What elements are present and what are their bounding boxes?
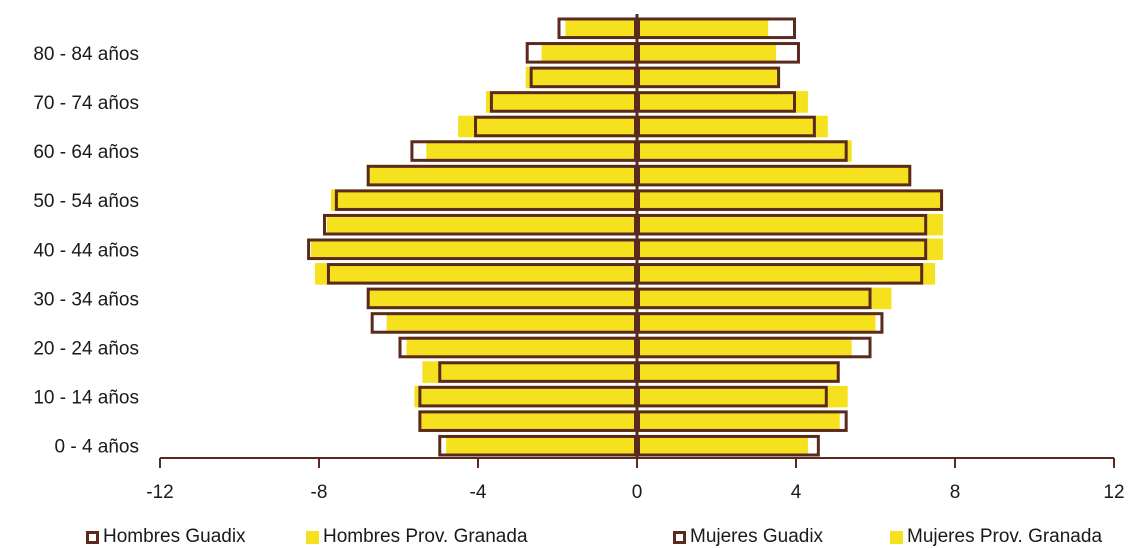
legend-item-hombres-guadix: Hombres Guadix — [86, 526, 246, 548]
bar-mujeres-prov-granada-13 — [637, 115, 828, 138]
fill-bars-group — [311, 17, 944, 457]
y-labels-group: 0 - 4 años 10 - 14 años 20 - 24 años 30 - 3… — [33, 44, 139, 458]
bar-hombres-prov-granada-17 — [565, 17, 637, 40]
bar-mujeres-prov-granada-17 — [637, 17, 769, 40]
bar-mujeres-prov-granada-12 — [637, 140, 852, 162]
bar-hombres-prov-granada-3 — [422, 361, 637, 383]
bar-mujeres-prov-granada-4 — [637, 336, 852, 359]
bar-mujeres-prov-granada-7 — [637, 263, 936, 285]
bar-hombres-prov-granada-10 — [330, 189, 637, 211]
population-pyramid-chart: 0 - 4 años 10 - 14 años 20 - 24 años 30 - 3… — [33, 14, 1125, 503]
bar-mujeres-prov-granada-0 — [637, 434, 808, 457]
bar-hombres-prov-granada-0 — [446, 434, 637, 457]
bar-hombres-prov-granada-15 — [525, 66, 637, 89]
bar-hombres-prov-granada-12 — [426, 140, 637, 162]
y-category-label: 70 - 74 años — [33, 93, 139, 114]
y-category-label: 80 - 84 años — [33, 44, 139, 65]
axes-group — [159, 14, 1115, 468]
legend-item-mujeres-granada: Mujeres Prov. Granada — [890, 526, 1102, 548]
bar-hombres-prov-granada-14 — [485, 91, 637, 113]
bar-mujeres-prov-granada-6 — [637, 287, 892, 310]
legend-outline-swatch — [86, 530, 99, 544]
bar-mujeres-prov-granada-9 — [637, 213, 944, 236]
bar-hombres-prov-granada-1 — [418, 410, 637, 432]
bar-mujeres-prov-granada-1 — [637, 410, 840, 432]
y-category-label: 60 - 64 años — [33, 142, 139, 163]
legend-fill-swatch — [890, 530, 903, 544]
legend: Hombres Guadix Hombres Prov. Granada Muj… — [0, 526, 1146, 548]
bar-hombres-prov-granada-11 — [366, 164, 637, 187]
y-category-label: 0 - 4 años — [55, 437, 140, 458]
bar-hombres-prov-granada-5 — [386, 312, 637, 334]
legend-label: Mujeres Prov. Granada — [907, 526, 1103, 547]
bar-hombres-prov-granada-2 — [414, 385, 637, 408]
bar-hombres-prov-granada-9 — [326, 213, 637, 236]
bar-hombres-prov-granada-7 — [315, 263, 637, 285]
y-category-label: 40 - 44 años — [33, 240, 139, 261]
x-tick-label: 4 — [791, 482, 802, 503]
bar-hombres-prov-granada-13 — [458, 115, 637, 138]
legend-label: Mujeres Guadix — [690, 526, 824, 547]
x-tick-label: -4 — [470, 482, 487, 503]
bar-mujeres-prov-granada-11 — [637, 164, 912, 187]
bar-mujeres-prov-granada-3 — [637, 361, 840, 383]
bar-mujeres-prov-granada-16 — [637, 42, 777, 64]
x-tick-label: 0 — [632, 482, 643, 503]
x-tick-label: 12 — [1103, 482, 1124, 503]
x-tick-label: -8 — [311, 482, 328, 503]
legend-outline-swatch — [673, 530, 686, 544]
y-category-label: 20 - 24 años — [33, 339, 139, 360]
legend-item-hombres-granada: Hombres Prov. Granada — [306, 526, 528, 548]
y-category-label: 50 - 54 años — [33, 191, 139, 212]
bar-hombres-prov-granada-6 — [366, 287, 637, 310]
x-tick-label: -12 — [146, 482, 173, 503]
legend-label: Hombres Prov. Granada — [323, 526, 528, 547]
bar-mujeres-prov-granada-8 — [637, 238, 944, 261]
legend-fill-swatch — [306, 530, 319, 544]
bar-mujeres-prov-granada-15 — [637, 66, 781, 89]
bar-mujeres-prov-granada-10 — [637, 189, 944, 211]
bar-mujeres-prov-granada-14 — [637, 91, 808, 113]
bar-mujeres-prov-granada-5 — [637, 312, 876, 334]
legend-item-mujeres-guadix: Mujeres Guadix — [673, 526, 823, 548]
x-tick-label: 8 — [950, 482, 961, 503]
bar-mujeres-prov-granada-2 — [637, 385, 848, 408]
y-category-label: 10 - 14 años — [33, 388, 139, 409]
bar-hombres-prov-granada-4 — [406, 336, 637, 359]
legend-label: Hombres Guadix — [103, 526, 246, 547]
bar-hombres-prov-granada-8 — [311, 238, 637, 261]
bar-hombres-prov-granada-16 — [541, 42, 637, 64]
x-labels-group: -12 -8 -4 0 4 8 12 — [146, 482, 1124, 503]
y-category-label: 30 - 34 años — [33, 289, 139, 310]
